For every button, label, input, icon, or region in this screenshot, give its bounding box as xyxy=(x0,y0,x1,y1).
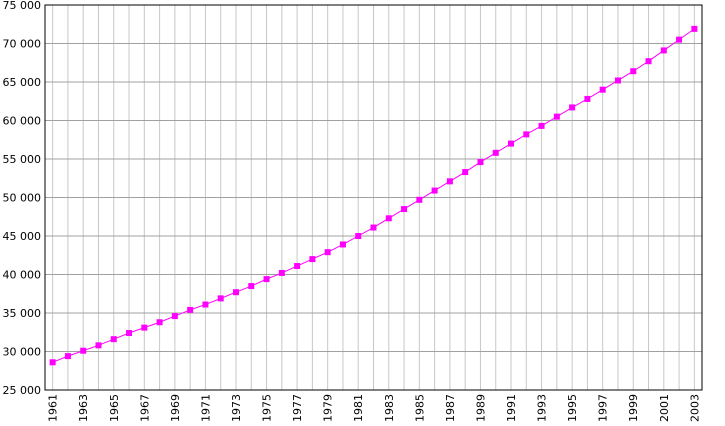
x-tick-label: 1993 xyxy=(536,394,549,422)
x-tick-label: 1967 xyxy=(138,394,151,422)
marker xyxy=(187,306,194,313)
marker xyxy=(294,263,301,270)
marker xyxy=(523,131,530,138)
marker xyxy=(171,313,178,320)
marker xyxy=(538,122,545,129)
marker xyxy=(339,241,346,248)
marker xyxy=(614,77,621,84)
y-tick-label: 40 000 xyxy=(3,269,42,282)
x-tick-label: 1979 xyxy=(322,394,335,422)
marker xyxy=(676,36,683,43)
x-tick-label: 1999 xyxy=(627,394,640,422)
marker xyxy=(263,276,270,283)
marker xyxy=(278,269,285,276)
marker xyxy=(248,283,255,290)
x-tick-label: 1985 xyxy=(413,394,426,422)
x-tick-label: 2001 xyxy=(658,394,671,422)
y-tick-label: 25 000 xyxy=(3,384,42,397)
y-tick-label: 35 000 xyxy=(3,307,42,320)
marker xyxy=(660,47,667,54)
plot-frame xyxy=(44,4,703,391)
x-tick-label: 1977 xyxy=(291,394,304,422)
x-tick-label: 1969 xyxy=(169,394,182,422)
marker xyxy=(446,178,453,185)
marker xyxy=(110,336,117,343)
marker xyxy=(309,256,316,263)
marker xyxy=(477,159,484,166)
x-tick-label: 1997 xyxy=(597,394,610,422)
marker xyxy=(64,353,71,360)
x-tick-label: 1995 xyxy=(566,394,579,422)
marker xyxy=(569,104,576,111)
y-tick-label: 60 000 xyxy=(3,115,42,128)
x-tick-label: 1981 xyxy=(352,394,365,422)
marker xyxy=(584,95,591,102)
marker xyxy=(416,196,423,203)
marker xyxy=(80,347,87,354)
marker xyxy=(202,301,209,308)
y-tick-label: 55 000 xyxy=(3,153,42,166)
x-tick-label: 1989 xyxy=(474,394,487,422)
marker xyxy=(49,359,56,366)
marker xyxy=(156,319,163,326)
marker xyxy=(599,86,606,93)
marker xyxy=(401,206,408,213)
marker xyxy=(492,149,499,156)
marker xyxy=(370,224,377,231)
x-tick-label: 1961 xyxy=(47,394,60,422)
x-tick-label: 1971 xyxy=(199,394,212,422)
x-tick-label: 1987 xyxy=(444,394,457,422)
marker xyxy=(385,215,392,222)
marker xyxy=(217,295,224,302)
y-tick-label: 75 000 xyxy=(3,0,42,12)
marker xyxy=(645,58,652,65)
x-tick-label: 1975 xyxy=(261,394,274,422)
x-tick-label: 1983 xyxy=(383,394,396,422)
marker xyxy=(462,169,469,176)
y-tick-label: 45 000 xyxy=(3,230,42,243)
x-tick-label: 1965 xyxy=(108,394,121,422)
y-tick-label: 65 000 xyxy=(3,76,42,89)
y-tick-label: 30 000 xyxy=(3,346,42,359)
marker xyxy=(95,342,102,349)
marker xyxy=(691,25,698,32)
x-tick-label: 1973 xyxy=(230,394,243,422)
marker xyxy=(355,233,362,239)
marker xyxy=(553,113,560,120)
marker xyxy=(141,324,148,331)
marker xyxy=(232,289,239,296)
x-tick-label: 1963 xyxy=(77,394,90,422)
x-tick-label: 1991 xyxy=(505,394,518,422)
marker xyxy=(508,140,515,147)
x-tick-label: 2003 xyxy=(688,394,701,422)
marker xyxy=(324,249,331,256)
marker xyxy=(630,68,637,75)
marker xyxy=(431,187,438,194)
y-tick-label: 50 000 xyxy=(3,192,42,205)
marker xyxy=(126,330,133,337)
y-tick-label: 70 000 xyxy=(3,38,42,51)
